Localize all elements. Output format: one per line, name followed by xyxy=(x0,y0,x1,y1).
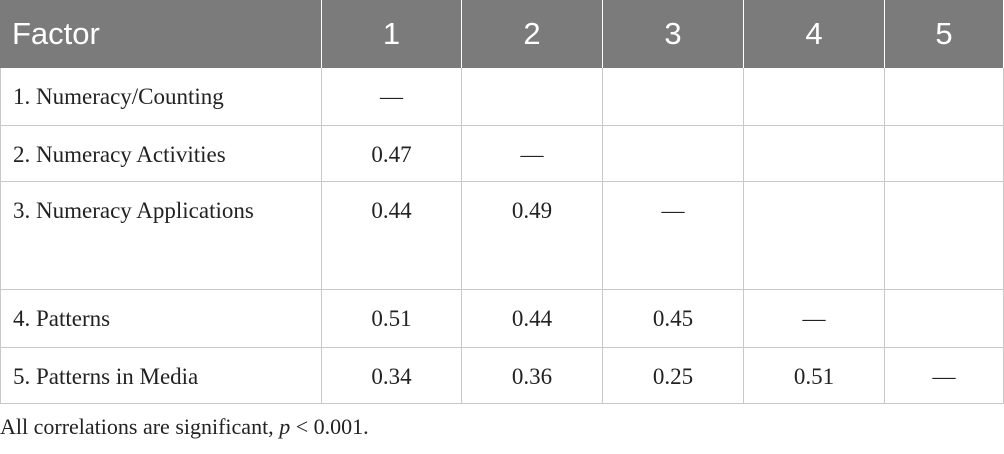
table-cell: — xyxy=(322,68,462,126)
table-cell xyxy=(744,68,885,126)
table-cell: 0.34 xyxy=(322,348,462,404)
note-italic: p xyxy=(279,414,291,439)
header-cell: 4 xyxy=(744,0,885,68)
table-cell: 0.25 xyxy=(603,348,744,404)
header-cell: 1 xyxy=(322,0,462,68)
table-cell: — xyxy=(744,290,885,348)
note-text: < 0.001. xyxy=(290,414,369,439)
note-text: All correlations are significant, xyxy=(0,414,280,439)
table-cell: 0.47 xyxy=(322,126,462,182)
header-cell: 5 xyxy=(885,0,1004,68)
table-cell: 0.51 xyxy=(744,348,885,404)
row-label: 5. Patterns in Media xyxy=(0,348,322,404)
table-cell: 0.49 xyxy=(462,182,603,290)
table-cell: 0.44 xyxy=(322,182,462,290)
table-cell: — xyxy=(462,126,603,182)
table-cell: 0.44 xyxy=(462,290,603,348)
table-cell: 0.36 xyxy=(462,348,603,404)
table-cell: 0.51 xyxy=(322,290,462,348)
header-cell: 3 xyxy=(603,0,744,68)
table-cell xyxy=(885,290,1004,348)
table-cell: 0.45 xyxy=(603,290,744,348)
table-cell xyxy=(603,126,744,182)
row-label: 3. Numeracy Applications xyxy=(0,182,322,290)
header-cell: Factor xyxy=(0,0,322,68)
table-cell: — xyxy=(885,348,1004,404)
table-cell: — xyxy=(603,182,744,290)
row-label: 4. Patterns xyxy=(0,290,322,348)
table-cell xyxy=(744,126,885,182)
table-cell xyxy=(885,68,1004,126)
table-cell xyxy=(462,68,603,126)
row-label: 1. Numeracy/Counting xyxy=(0,68,322,126)
table-cell xyxy=(885,182,1004,290)
table-cell xyxy=(885,126,1004,182)
header-cell: 2 xyxy=(462,0,603,68)
table-cell xyxy=(744,182,885,290)
row-label: 2. Numeracy Activities xyxy=(0,126,322,182)
table-cell xyxy=(603,68,744,126)
footnote: All correlations are significant, p < 0.… xyxy=(0,414,369,440)
